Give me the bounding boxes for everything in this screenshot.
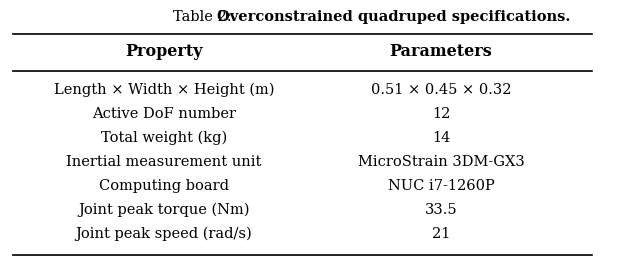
Text: 14: 14: [432, 131, 451, 145]
Text: Active DoF number: Active DoF number: [92, 107, 236, 121]
Text: NUC i7-1260P: NUC i7-1260P: [388, 179, 495, 193]
Text: Table 2:: Table 2:: [173, 10, 236, 24]
Text: 12: 12: [432, 107, 451, 121]
Text: Computing board: Computing board: [99, 179, 229, 193]
Text: MicroStrain 3DM-GX3: MicroStrain 3DM-GX3: [358, 155, 524, 169]
Text: Inertial measurement unit: Inertial measurement unit: [67, 155, 262, 169]
Text: Property: Property: [125, 43, 203, 60]
Text: Overconstrained quadruped specifications.: Overconstrained quadruped specifications…: [217, 10, 570, 24]
Text: Joint peak torque (Nm): Joint peak torque (Nm): [78, 203, 250, 217]
Text: Length × Width × Height (m): Length × Width × Height (m): [54, 83, 275, 97]
Text: 0.51 × 0.45 × 0.32: 0.51 × 0.45 × 0.32: [371, 83, 511, 97]
Text: Joint peak speed (rad/s): Joint peak speed (rad/s): [76, 226, 252, 241]
Text: 33.5: 33.5: [425, 203, 458, 217]
Text: Total weight (kg): Total weight (kg): [101, 131, 227, 145]
Text: Parameters: Parameters: [390, 43, 492, 60]
Text: 21: 21: [432, 227, 451, 241]
